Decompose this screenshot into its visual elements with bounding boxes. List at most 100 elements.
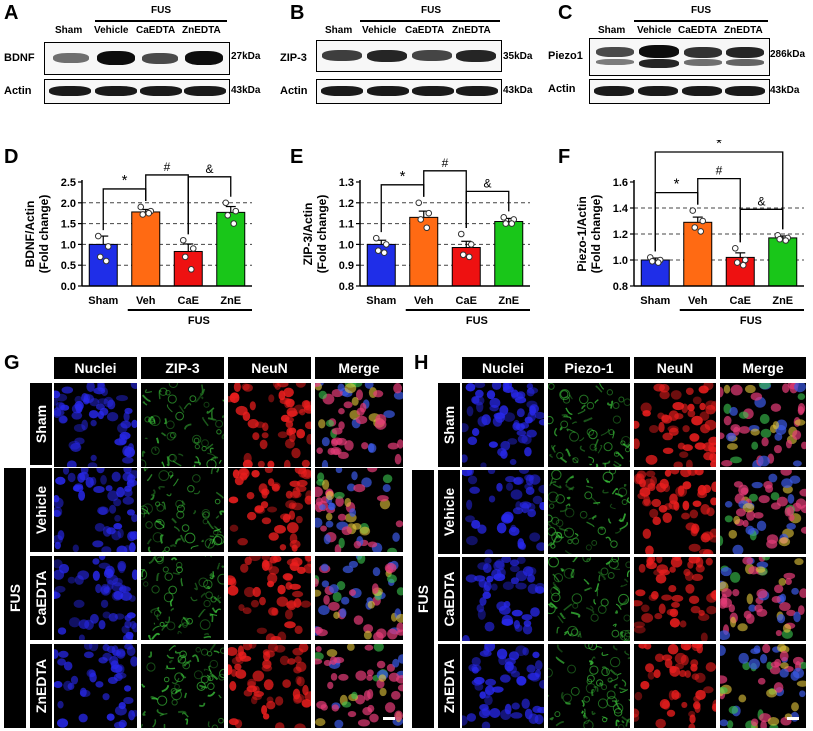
cell <box>105 485 113 492</box>
cell-outline <box>207 682 215 691</box>
cell-outline <box>620 440 626 446</box>
cell <box>316 700 327 709</box>
cell <box>121 625 130 634</box>
cell <box>353 540 362 549</box>
cell <box>656 557 663 564</box>
micrograph-nuclei <box>54 556 137 640</box>
cell-outline <box>608 558 619 569</box>
x-tick-label: ZnE <box>772 295 793 307</box>
cell <box>234 663 242 671</box>
micrograph-content <box>54 383 137 467</box>
cell <box>770 403 782 412</box>
fiber <box>621 720 625 724</box>
cell <box>397 439 403 449</box>
cell-outline <box>586 428 595 436</box>
fiber <box>156 613 160 621</box>
cell <box>792 460 802 467</box>
cell <box>650 475 657 486</box>
fiber <box>161 550 165 552</box>
cell <box>726 432 737 442</box>
micrograph-content <box>634 383 716 467</box>
data-point <box>648 258 656 265</box>
cell <box>97 410 105 420</box>
cell <box>229 681 237 691</box>
micrograph-nuclei <box>54 383 137 467</box>
cell <box>362 706 373 716</box>
cell <box>357 556 366 564</box>
cell <box>708 442 716 453</box>
cell <box>304 495 311 505</box>
fiber <box>572 457 579 464</box>
cell-outline <box>193 437 200 444</box>
cell <box>63 680 73 691</box>
x-tick-label: Veh <box>688 295 708 307</box>
cell <box>102 525 112 537</box>
fiber <box>215 515 220 519</box>
fiber <box>141 394 151 402</box>
cell-outline <box>588 644 598 651</box>
panel-label-a: A <box>4 2 19 24</box>
cell <box>496 601 507 611</box>
cell <box>387 442 399 450</box>
blot-image-actin <box>316 79 502 104</box>
cell <box>57 627 67 635</box>
panel-label-d: D <box>4 146 19 168</box>
cell <box>361 477 372 488</box>
cell <box>771 596 782 603</box>
fiber <box>548 522 552 528</box>
cell <box>272 556 282 563</box>
blot-image-piezo1 <box>589 38 770 76</box>
y-tick-label: 0.0 <box>61 281 76 293</box>
cell-outline <box>212 529 219 536</box>
cell <box>742 661 751 671</box>
cell <box>782 383 790 394</box>
significance-marker: * <box>400 168 406 185</box>
cell-outline <box>551 531 563 543</box>
cell <box>471 396 480 404</box>
cell <box>123 697 134 705</box>
blot-row-label: Actin <box>548 83 576 95</box>
cell <box>720 597 728 609</box>
cell <box>661 594 673 601</box>
cell-outline <box>548 668 553 678</box>
fiber <box>595 385 603 393</box>
cell <box>720 535 724 547</box>
cell <box>361 442 369 450</box>
fiber <box>177 630 183 635</box>
cell-outline <box>572 457 579 464</box>
cell <box>516 557 526 564</box>
cell <box>344 383 357 394</box>
cell <box>325 520 334 528</box>
cell <box>501 514 513 524</box>
cell <box>79 689 91 698</box>
bar <box>451 247 481 287</box>
cell <box>367 541 378 548</box>
cell <box>640 680 650 690</box>
cell <box>471 656 481 666</box>
cell <box>55 476 66 485</box>
blot-image-actin <box>589 79 770 104</box>
cell <box>690 663 698 672</box>
cell <box>89 613 99 624</box>
micrograph-neun <box>228 383 311 467</box>
cell <box>522 566 534 577</box>
fiber <box>166 493 172 497</box>
cell <box>465 574 477 583</box>
fiber <box>591 688 595 697</box>
cell-outline <box>182 661 191 670</box>
cell <box>267 644 279 653</box>
fiber <box>600 428 610 437</box>
cell <box>295 661 307 673</box>
y-tick-label: 1.0 <box>339 239 354 251</box>
cell <box>267 506 278 513</box>
panel-label-b: B <box>290 2 305 24</box>
cell <box>338 673 349 681</box>
cell <box>786 522 796 530</box>
cell <box>111 591 123 601</box>
cell <box>74 400 84 411</box>
cell <box>228 664 233 676</box>
lane-label: ZnEDTA <box>452 25 491 36</box>
band <box>322 50 362 61</box>
cell <box>78 490 86 501</box>
cell <box>785 439 792 449</box>
